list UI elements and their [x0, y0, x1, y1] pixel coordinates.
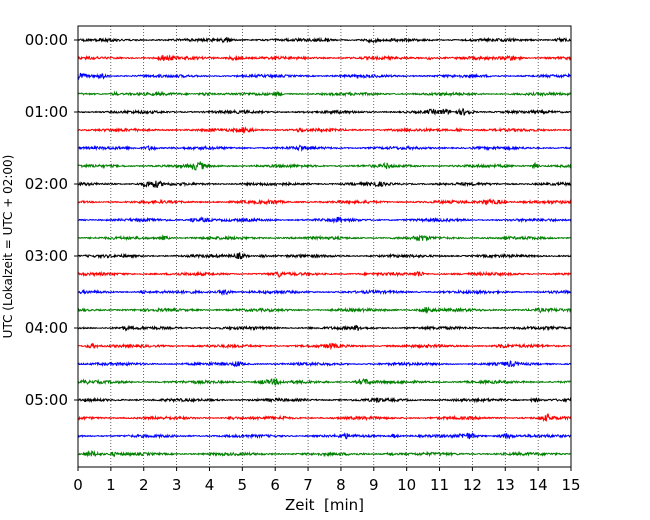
x-tick-label: 2	[139, 476, 149, 494]
y-axis-ticks: 00:00 01:00 02:00 03:00 04:00 05:00	[25, 31, 78, 409]
trace-0500	[77, 396, 572, 404]
x-tick-label: 13	[496, 476, 515, 494]
y-tick-label: 01:00	[25, 103, 68, 121]
trace-0345	[77, 306, 572, 315]
plot-frame	[77, 25, 572, 468]
x-tick-label: 10	[397, 476, 416, 494]
x-tick-label: 1	[106, 476, 116, 494]
x-tick-label: 4	[205, 476, 215, 494]
trace-0400	[77, 324, 572, 332]
x-axis-label: Zeit [min]	[285, 496, 364, 514]
x-tick-label: 14	[529, 476, 548, 494]
x-tick-label: 11	[430, 476, 449, 494]
y-tick-label: 04:00	[25, 319, 68, 337]
trace-0000	[77, 36, 572, 44]
trace-0045	[77, 90, 572, 98]
x-tick-label: 6	[270, 476, 280, 494]
trace-0530	[77, 431, 572, 440]
trace-0130	[77, 144, 572, 152]
trace-0015	[77, 54, 572, 62]
y-tick-label: 00:00	[25, 31, 68, 49]
y-axis-label: UTC (Lokalzeit = UTC + 02:00)	[1, 155, 15, 339]
y-tick-label: 02:00	[25, 175, 68, 193]
x-tick-label: 0	[73, 476, 83, 494]
seismic-traces	[77, 36, 572, 458]
trace-0230	[77, 216, 572, 224]
trace-0115	[77, 126, 572, 135]
trace-0430	[77, 360, 572, 368]
trace-0200	[77, 180, 572, 189]
trace-0030	[77, 72, 572, 80]
trace-0515	[77, 412, 572, 423]
x-tick-label: 8	[336, 476, 346, 494]
trace-0330	[77, 288, 572, 296]
trace-0315	[77, 270, 572, 279]
y-tick-label: 03:00	[25, 247, 68, 265]
x-tick-label: 7	[303, 476, 313, 494]
trace-0245	[78, 234, 572, 242]
trace-0215	[77, 198, 572, 206]
x-tick-label: 9	[369, 476, 379, 494]
x-axis-ticks: 0 1 2 3 4 5 6 7 8 9 10 11 12 13 14 15	[73, 467, 581, 494]
trace-0300	[77, 251, 572, 260]
x-tick-label: 12	[463, 476, 482, 494]
trace-0145	[77, 161, 572, 171]
x-tick-label: 5	[238, 476, 248, 494]
trace-0445	[77, 378, 572, 386]
y-tick-label: 05:00	[25, 391, 68, 409]
trace-0545	[77, 449, 572, 458]
x-tick-label: 15	[561, 476, 580, 494]
trace-0100	[77, 107, 572, 116]
x-tick-label: 3	[172, 476, 182, 494]
trace-0415	[77, 342, 572, 351]
